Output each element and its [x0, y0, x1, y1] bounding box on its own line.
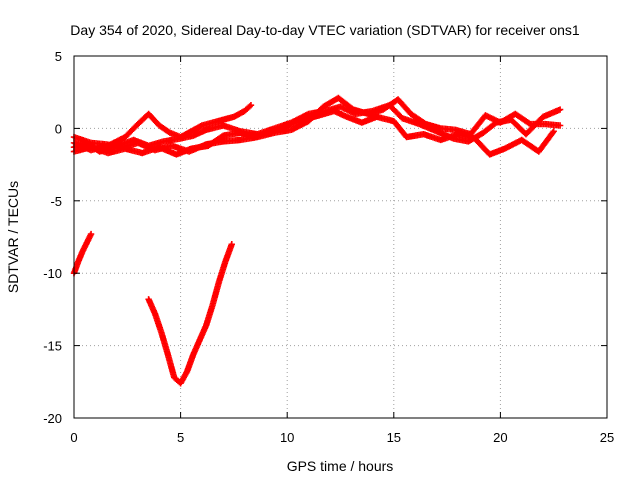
x-tick-label: 10 [280, 430, 294, 445]
series-track-6 [145, 241, 235, 387]
data-point [87, 230, 95, 238]
y-tick-label: 0 [55, 121, 62, 136]
chart-title: Day 354 of 2020, Sidereal Day-to-day VTE… [70, 22, 580, 38]
x-tick-label: 0 [70, 430, 77, 445]
data-point [556, 122, 564, 129]
y-tick-label: -10 [43, 266, 62, 281]
x-tick-label: 5 [177, 430, 184, 445]
x-tick-label: 15 [387, 430, 401, 445]
data-point [246, 103, 253, 110]
x-axis-label: GPS time / hours [287, 458, 394, 474]
y-tick-label: -15 [43, 339, 62, 354]
y-tick-label: 5 [55, 49, 62, 64]
x-tick-label: 20 [493, 430, 507, 445]
series-track-5 [70, 230, 95, 277]
data-point [247, 102, 255, 109]
y-axis-label: SDTVAR / TECUs [5, 181, 21, 293]
x-tick-label: 25 [600, 430, 614, 445]
series-track-4 [70, 94, 564, 155]
data-point [550, 128, 557, 135]
data-point [228, 241, 235, 248]
axis-ticks: 0 5 10 15 20 25 -20 -15 -10 -5 0 5 [43, 49, 614, 445]
y-tick-label: -20 [43, 411, 62, 426]
data-point [549, 129, 556, 136]
data-points [70, 94, 564, 387]
plot-frame [73, 55, 608, 419]
y-tick-label: -5 [50, 194, 62, 209]
data-point [556, 106, 564, 113]
grid [74, 56, 607, 418]
